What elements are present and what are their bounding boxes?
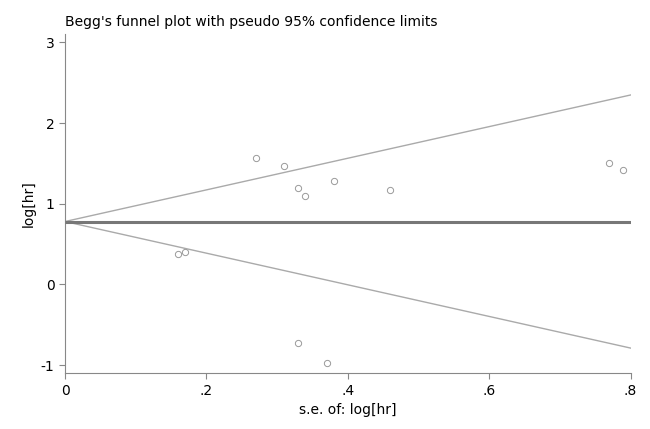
Point	[251, 154, 261, 161]
Point	[173, 251, 183, 257]
Y-axis label: log[hr]: log[hr]	[21, 181, 35, 227]
Point	[293, 339, 304, 346]
Text: Begg's funnel plot with pseudo 95% confidence limits: Begg's funnel plot with pseudo 95% confi…	[65, 15, 437, 29]
Point	[604, 160, 614, 167]
Point	[385, 187, 395, 193]
Point	[300, 192, 311, 199]
Point	[328, 178, 339, 184]
X-axis label: s.e. of: log[hr]: s.e. of: log[hr]	[299, 403, 396, 417]
Point	[279, 163, 289, 169]
Point	[293, 184, 304, 191]
Point	[321, 360, 332, 366]
Point	[180, 249, 190, 256]
Point	[618, 166, 629, 173]
